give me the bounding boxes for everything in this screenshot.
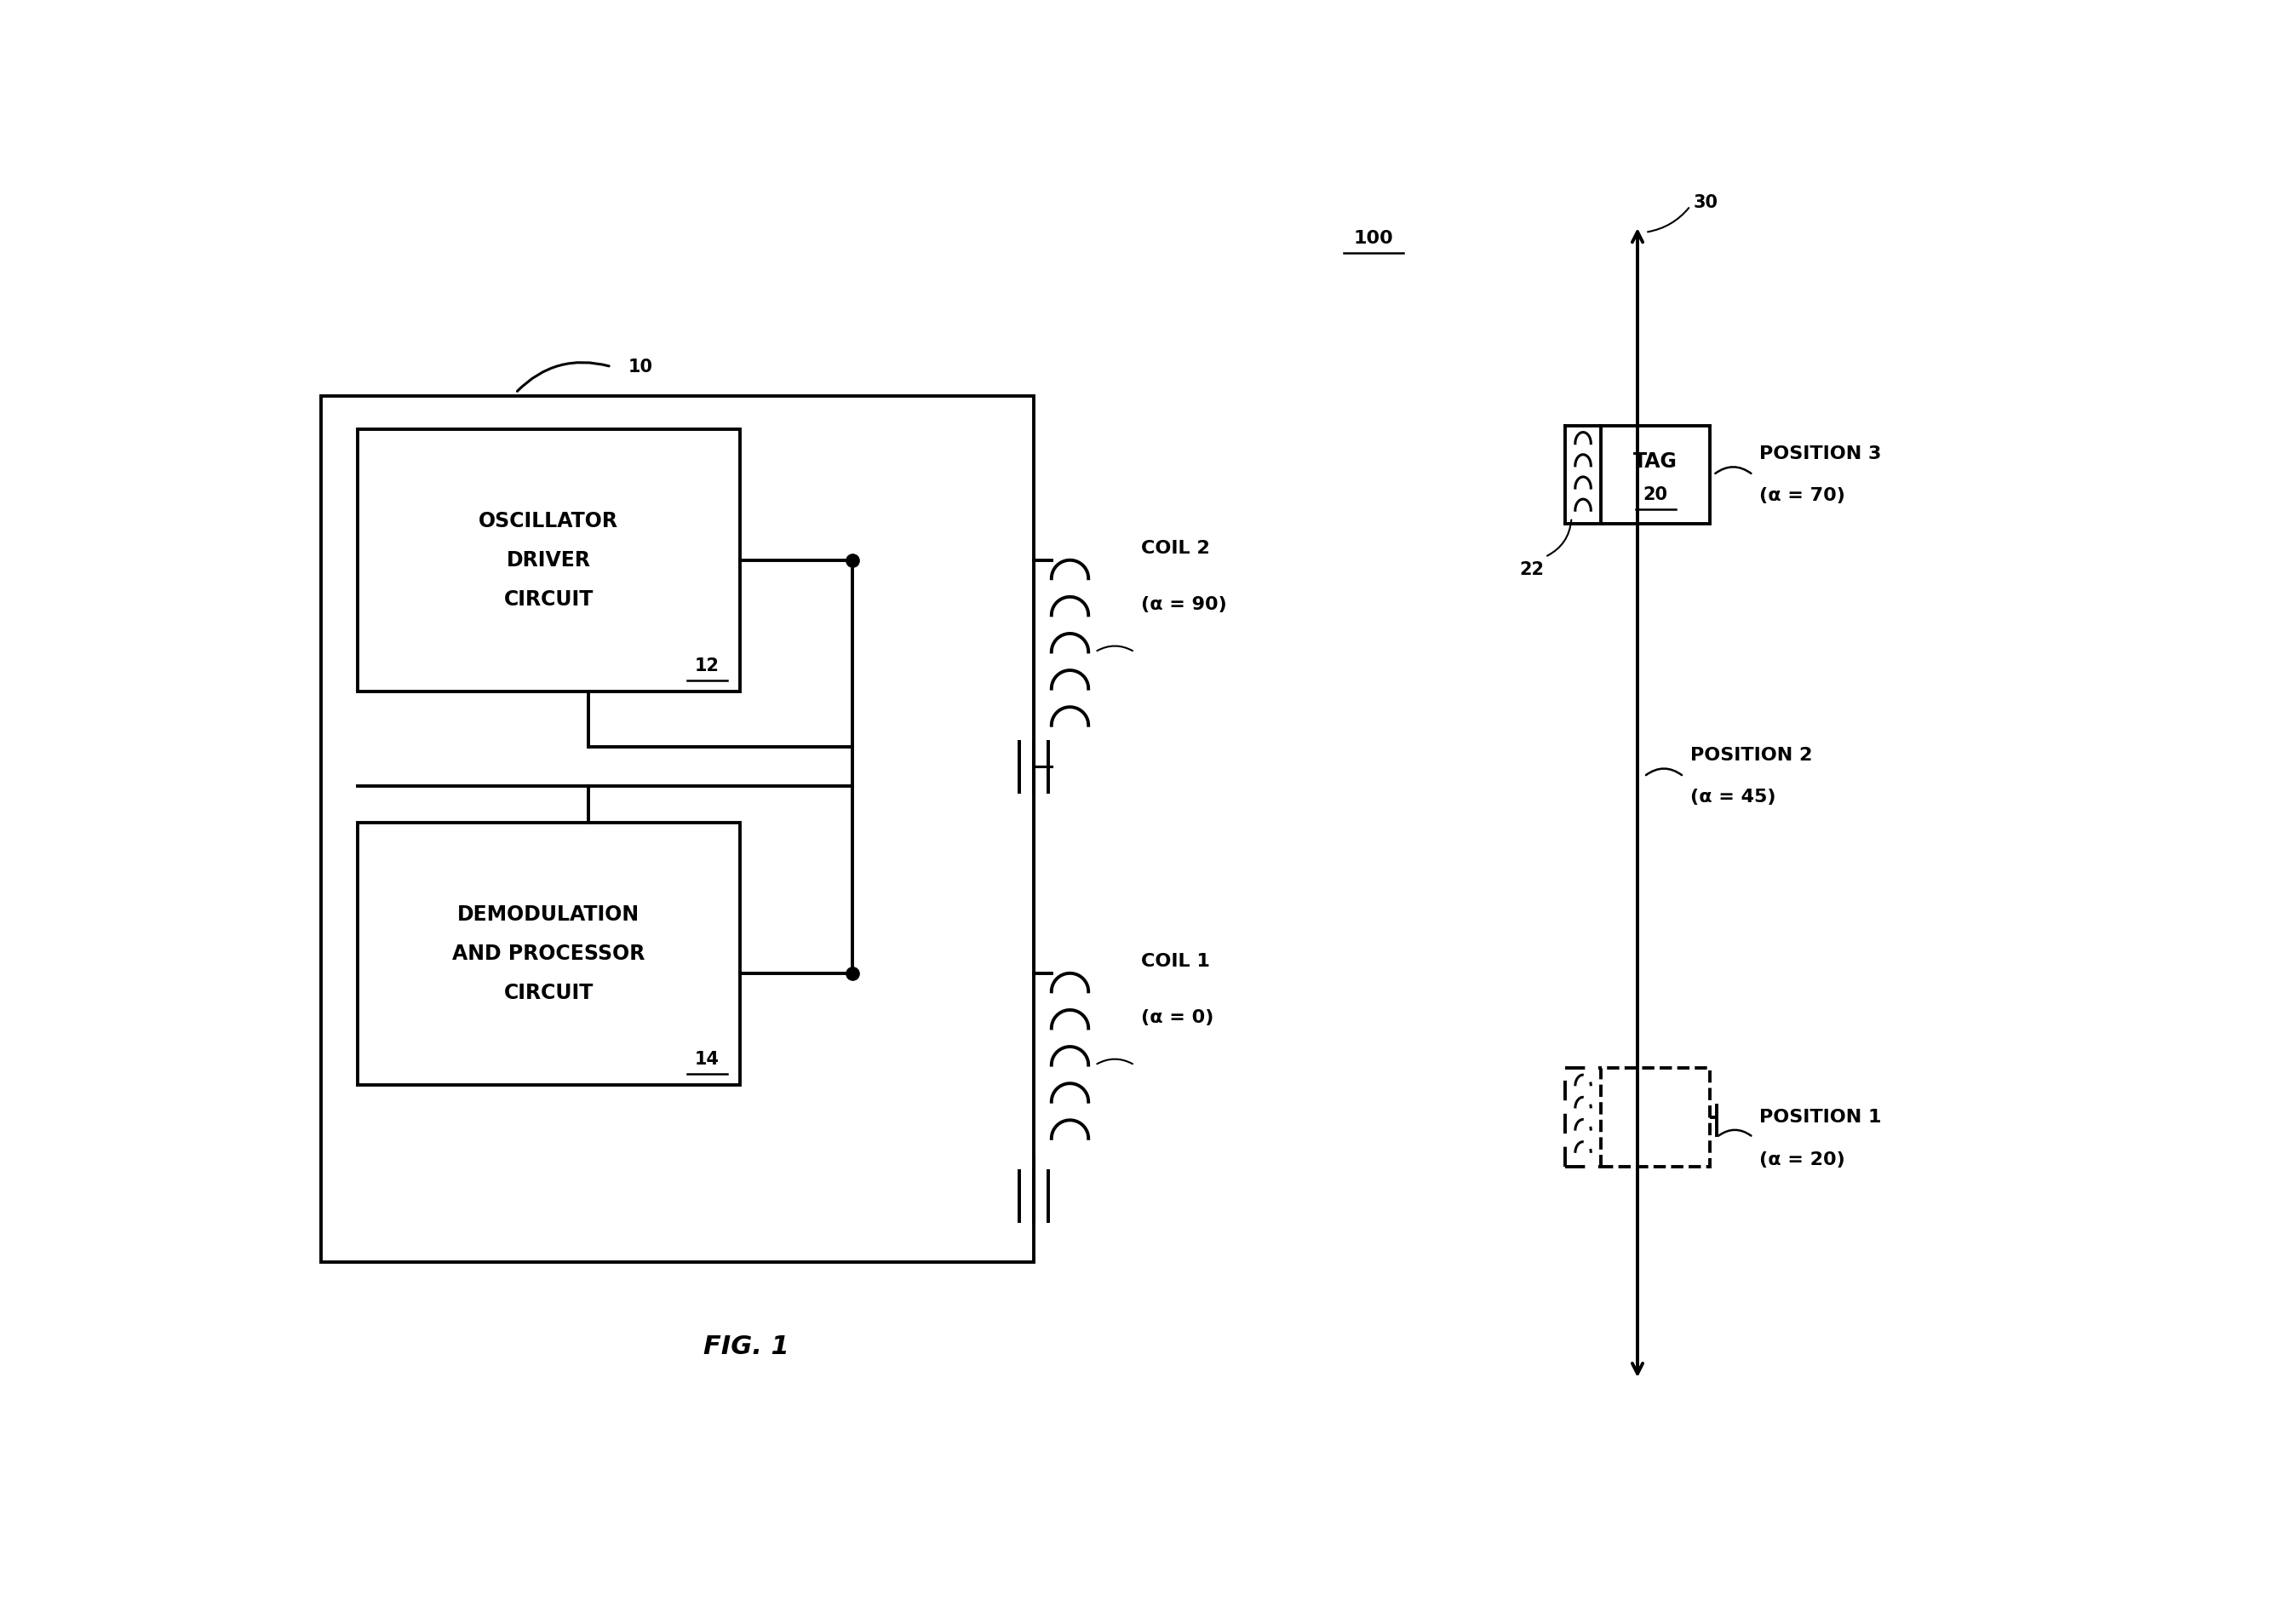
Text: 10: 10 xyxy=(628,359,653,375)
Text: 12: 12 xyxy=(694,658,720,676)
Text: CIRCUIT: CIRCUIT xyxy=(503,983,594,1004)
Text: POSITION 1: POSITION 1 xyxy=(1760,1109,1881,1125)
Text: (α = 0): (α = 0) xyxy=(1141,1009,1214,1026)
Text: COIL 2: COIL 2 xyxy=(1141,539,1209,557)
Text: AND PROCESSOR: AND PROCESSOR xyxy=(453,944,644,963)
Text: (α = 20): (α = 20) xyxy=(1760,1151,1844,1169)
Text: POSITION 2: POSITION 2 xyxy=(1690,747,1812,763)
Text: (α = 45): (α = 45) xyxy=(1690,789,1776,806)
Text: 30: 30 xyxy=(1694,195,1719,211)
Bar xyxy=(357,429,740,692)
Text: POSITION 3: POSITION 3 xyxy=(1760,445,1881,463)
Text: (α = 90): (α = 90) xyxy=(1141,596,1227,614)
Bar xyxy=(321,396,1034,1262)
Text: (α = 70): (α = 70) xyxy=(1760,487,1844,505)
Text: DRIVER: DRIVER xyxy=(505,551,590,570)
Text: COIL 1: COIL 1 xyxy=(1141,953,1209,970)
Text: 22: 22 xyxy=(1519,562,1544,578)
Bar xyxy=(1601,1069,1710,1166)
Text: DEMODULATION: DEMODULATION xyxy=(458,905,640,924)
Text: CIRCUIT: CIRCUIT xyxy=(503,590,594,609)
Text: 20: 20 xyxy=(1644,486,1669,503)
Bar xyxy=(1601,425,1710,525)
Text: 100: 100 xyxy=(1353,231,1394,247)
Bar xyxy=(357,822,740,1085)
Text: TAG: TAG xyxy=(1633,451,1678,473)
Text: OSCILLATOR: OSCILLATOR xyxy=(478,510,619,531)
Text: 14: 14 xyxy=(694,1051,720,1069)
Text: FIG. 1: FIG. 1 xyxy=(704,1335,790,1359)
